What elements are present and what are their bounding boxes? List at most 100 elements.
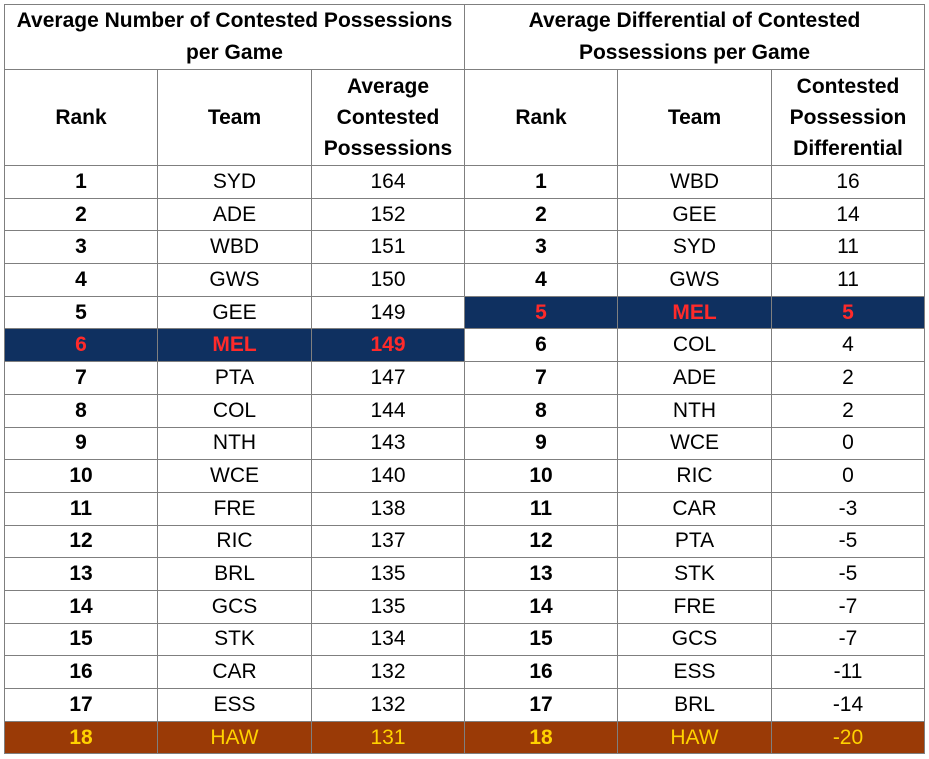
right-value-cell: 16 (771, 165, 925, 199)
right-team-cell: NTH (617, 393, 772, 428)
right-team-cell: MEL (617, 295, 772, 330)
right-team-cell: ADE (617, 361, 772, 395)
right-value-cell: -11 (771, 655, 925, 689)
right-table-title: Average Differential of Contested Posses… (464, 4, 925, 70)
right-value-cell: 4 (771, 328, 925, 363)
right-rank-cell: 4 (464, 263, 618, 297)
right-team-cell: ESS (617, 655, 772, 689)
right-value-cell: 0 (771, 426, 925, 461)
right-rank-cell: 9 (464, 426, 618, 461)
left-value-cell: 143 (311, 426, 465, 461)
right-team-cell: GEE (617, 197, 772, 232)
left-team-cell: WBD (157, 230, 312, 265)
right-value-cell: 2 (771, 361, 925, 395)
right-header-team: Team (617, 69, 772, 166)
left-rank-cell: 15 (4, 622, 158, 657)
right-rank-cell: 18 (464, 720, 618, 755)
left-value-cell: 150 (311, 263, 465, 297)
right-team-cell: FRE (617, 589, 772, 624)
right-rank-cell: 8 (464, 393, 618, 428)
left-value-cell: 149 (311, 295, 465, 330)
table-row: 5 GEE 149 5 MEL 5 (4, 295, 925, 330)
table-row: 6 MEL 149 6 COL 4 (4, 328, 925, 363)
table-row: 13 BRL 135 13 STK -5 (4, 557, 925, 591)
left-value-cell: 137 (311, 524, 465, 559)
left-rank-cell: 4 (4, 263, 158, 297)
right-value-cell: -14 (771, 688, 925, 722)
left-value-cell: 131 (311, 720, 465, 755)
right-value-cell: 11 (771, 263, 925, 297)
left-header-team: Team (157, 69, 312, 166)
table-row: 15 STK 134 15 GCS -7 (4, 622, 925, 657)
left-value-cell: 164 (311, 165, 465, 199)
right-rank-cell: 5 (464, 295, 618, 330)
right-team-cell: BRL (617, 688, 772, 722)
right-rank-cell: 11 (464, 491, 618, 526)
table-row: 10 WCE 140 10 RIC 0 (4, 459, 925, 493)
left-team-cell: ADE (157, 197, 312, 232)
right-team-cell: WBD (617, 165, 772, 199)
left-team-cell: FRE (157, 491, 312, 526)
right-team-cell: HAW (617, 720, 772, 755)
left-rank-cell: 2 (4, 197, 158, 232)
left-value-cell: 132 (311, 688, 465, 722)
right-value-cell: 11 (771, 230, 925, 265)
right-rank-cell: 16 (464, 655, 618, 689)
left-team-cell: WCE (157, 459, 312, 493)
right-value-cell: 5 (771, 295, 925, 330)
table-row: 2 ADE 152 2 GEE 14 (4, 197, 925, 232)
right-rank-cell: 3 (464, 230, 618, 265)
table-row: 18 HAW 131 18 HAW -20 (4, 720, 925, 755)
right-value-cell: -7 (771, 589, 925, 624)
right-team-cell: GCS (617, 622, 772, 657)
left-value-cell: 134 (311, 622, 465, 657)
right-value-cell: -3 (771, 491, 925, 526)
table-row: 7 PTA 147 7 ADE 2 (4, 361, 925, 395)
left-rank-cell: 17 (4, 688, 158, 722)
left-rank-cell: 6 (4, 328, 158, 363)
right-value-cell: 14 (771, 197, 925, 232)
right-team-cell: SYD (617, 230, 772, 265)
left-team-cell: COL (157, 393, 312, 428)
table-row: 3 WBD 151 3 SYD 11 (4, 230, 925, 265)
right-rank-cell: 15 (464, 622, 618, 657)
left-team-cell: PTA (157, 361, 312, 395)
left-rank-cell: 8 (4, 393, 158, 428)
left-rank-cell: 12 (4, 524, 158, 559)
left-rank-cell: 11 (4, 491, 158, 526)
table-row: 9 NTH 143 9 WCE 0 (4, 426, 925, 461)
left-value-cell: 147 (311, 361, 465, 395)
left-value-cell: 135 (311, 589, 465, 624)
right-team-cell: GWS (617, 263, 772, 297)
table-row: 14 GCS 135 14 FRE -7 (4, 589, 925, 624)
left-rank-cell: 14 (4, 589, 158, 624)
table-row: 11 FRE 138 11 CAR -3 (4, 491, 925, 526)
table-row: 16 CAR 132 16 ESS -11 (4, 655, 925, 689)
left-rank-cell: 9 (4, 426, 158, 461)
left-rank-cell: 16 (4, 655, 158, 689)
right-value-cell: -5 (771, 557, 925, 591)
left-value-cell: 135 (311, 557, 465, 591)
right-rank-cell: 14 (464, 589, 618, 624)
right-value-cell: -20 (771, 720, 925, 755)
left-team-cell: NTH (157, 426, 312, 461)
left-team-cell: STK (157, 622, 312, 657)
right-value-cell: 2 (771, 393, 925, 428)
left-value-cell: 149 (311, 328, 465, 363)
right-team-cell: STK (617, 557, 772, 591)
right-value-cell: -5 (771, 524, 925, 559)
right-header-rank: Rank (464, 69, 618, 166)
left-team-cell: GEE (157, 295, 312, 330)
right-value-cell: 0 (771, 459, 925, 493)
left-rank-cell: 13 (4, 557, 158, 591)
left-rank-cell: 5 (4, 295, 158, 330)
left-value-cell: 151 (311, 230, 465, 265)
left-value-cell: 152 (311, 197, 465, 232)
left-team-cell: HAW (157, 720, 312, 755)
right-team-cell: PTA (617, 524, 772, 559)
right-team-cell: RIC (617, 459, 772, 493)
right-team-cell: COL (617, 328, 772, 363)
left-rank-cell: 3 (4, 230, 158, 265)
left-rank-cell: 7 (4, 361, 158, 395)
table-row: 1 SYD 164 1 WBD 16 (4, 165, 925, 199)
